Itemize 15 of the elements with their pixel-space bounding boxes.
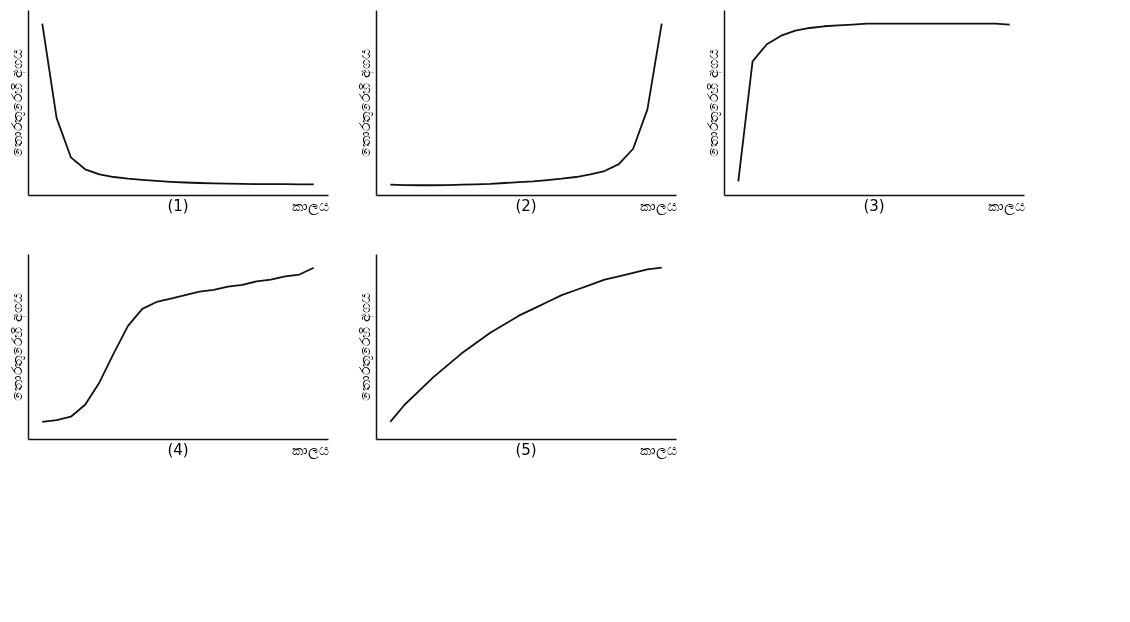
- text: (1): [167, 197, 189, 215]
- y-axis-title: තොරතුරෙහි අගය: [356, 49, 375, 157]
- y-axis-title: තොරතුරෙහි අගය: [8, 49, 27, 157]
- y-axis-title: තොරතුරෙහි අගය: [704, 49, 723, 157]
- x-axis-title: කාලය: [639, 197, 677, 215]
- x-axis-title: කාලය: [291, 441, 329, 459]
- text: (2): [515, 197, 537, 215]
- x-axis-title: කාලය: [291, 197, 329, 215]
- text: (3): [863, 197, 885, 215]
- x-axis-title: කාලය: [639, 441, 677, 459]
- x-axis-title: කාලය: [987, 197, 1025, 215]
- text: (4): [167, 441, 189, 459]
- y-axis-title: තොරතුරෙහි අගය: [8, 293, 27, 401]
- text: (5): [515, 441, 537, 459]
- y-axis-title: තොරතුරෙහි අගය: [356, 293, 375, 401]
